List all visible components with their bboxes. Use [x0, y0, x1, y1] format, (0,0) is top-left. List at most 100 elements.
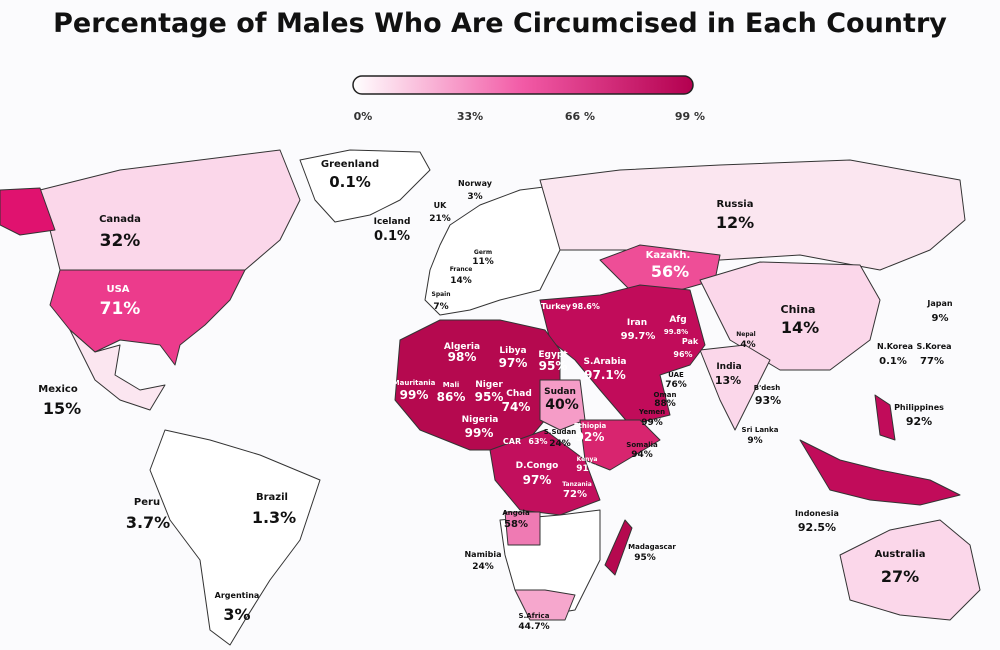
region-value: 88%	[654, 399, 676, 409]
region-value: 93%	[755, 394, 781, 407]
region-value: 3%	[223, 605, 250, 624]
region-value: 94%	[631, 450, 653, 460]
region-value: 0.1%	[879, 356, 907, 367]
greenland	[299, 149, 431, 223]
region-name: Afg	[669, 315, 686, 325]
region-value: 7%	[433, 302, 448, 312]
region-value: 9%	[747, 436, 762, 446]
region-name: Philippines	[894, 403, 944, 412]
region-name: N.Korea	[877, 342, 913, 351]
legend-tick-label: 0%	[354, 110, 373, 123]
region-value: 58%	[504, 519, 528, 530]
region-value: 56%	[651, 262, 689, 281]
region-name: Indonesia	[795, 509, 839, 518]
region-value: 98%	[448, 350, 477, 364]
region-name: D.Congo	[516, 461, 559, 471]
region-value: 15%	[43, 399, 81, 418]
region-name: Nepal	[736, 331, 756, 338]
region-value: 9%	[932, 313, 949, 324]
region-value: 99%	[641, 418, 663, 428]
region-value: 3.7%	[126, 513, 170, 532]
region-name: Egypt	[538, 350, 568, 360]
region-name: Iceland	[374, 217, 411, 227]
region-value: 97%	[499, 356, 528, 370]
region-value: 99%	[465, 426, 494, 440]
region-name: Japan	[926, 299, 953, 308]
madagascar	[604, 519, 633, 576]
philippines	[874, 394, 896, 441]
region-value: 63%	[528, 437, 547, 446]
region-name: Peru	[134, 497, 160, 508]
region-value: 95%	[475, 390, 504, 404]
region-value: 24%	[549, 439, 571, 449]
region-value: 95%	[634, 553, 656, 563]
region-value: 44.7%	[518, 622, 549, 632]
region-name: Yemen	[638, 408, 665, 416]
region-value: 92%	[906, 415, 932, 428]
region-name: S.Africa	[519, 612, 550, 620]
region-name: Somalia	[626, 441, 658, 449]
region-value: 27%	[881, 567, 919, 586]
region-value: 14%	[450, 276, 472, 286]
region-name: S.Sudan	[544, 428, 576, 436]
region-name: Pak	[682, 337, 699, 346]
region-name: Mexico	[38, 384, 78, 395]
region-value: 21%	[429, 214, 451, 224]
region-name: Angola	[502, 509, 530, 517]
region-value: 97.1%	[584, 368, 626, 382]
region-value: 4%	[740, 340, 755, 350]
region-name: Norway	[458, 179, 493, 188]
region-name: Libya	[499, 346, 526, 356]
region-name: Turkey	[541, 302, 572, 311]
sudan	[539, 379, 586, 431]
region-value: 99.8%	[664, 328, 688, 336]
region-name: Ethiopia	[574, 422, 607, 430]
region-name: Mali	[443, 381, 460, 389]
region-name: UK	[434, 201, 447, 210]
region-value: 74%	[502, 400, 531, 414]
region-value: 0.1%	[329, 173, 371, 191]
region-name: Iran	[627, 318, 647, 328]
region-value: 97%	[523, 473, 552, 487]
region-name: Tanzania	[562, 481, 592, 488]
region-name: Germ	[474, 249, 492, 256]
region-name: Argentina	[215, 591, 260, 600]
region-name: Mauritania	[393, 379, 436, 387]
region-name: Brazil	[256, 492, 288, 503]
region-value: 3%	[467, 192, 482, 202]
region-value: 95%	[539, 359, 568, 373]
region-name: Greenland	[321, 159, 379, 170]
labels: Greenland 0.1% Canada 32% USA 71% Mexico 15% Per…	[38, 159, 953, 632]
region-value: 11%	[472, 257, 494, 267]
region-value: 86%	[437, 390, 466, 404]
region-name: B'desh	[754, 384, 780, 392]
region-value: 0.1%	[374, 229, 410, 244]
south-africa	[514, 589, 576, 621]
region-name: Russia	[717, 199, 754, 210]
region-name: Kenya	[577, 456, 598, 463]
region-value: 99.7%	[621, 331, 656, 342]
central-africa	[489, 429, 601, 516]
legend-tick-label: 33%	[457, 110, 483, 123]
region-value: 92.5%	[798, 521, 836, 534]
region-value: 96%	[673, 350, 692, 359]
canada	[39, 149, 301, 271]
indonesia	[799, 439, 961, 506]
horn	[579, 419, 661, 471]
alaska	[0, 187, 56, 236]
region-value: 24%	[472, 562, 494, 572]
region-name: S.Arabia	[584, 357, 627, 367]
angola	[504, 511, 541, 546]
region-value: 92%	[576, 430, 605, 444]
region-name: Algeria	[444, 342, 480, 352]
india	[699, 344, 771, 431]
usa	[49, 269, 246, 366]
region-value: 72%	[563, 489, 587, 500]
region-name: India	[716, 362, 741, 372]
region-value: 13%	[715, 374, 741, 387]
region-value: 40%	[545, 397, 579, 413]
australia	[839, 519, 981, 621]
legend-tick-label: 66 %	[565, 110, 595, 123]
region-name: S.Korea	[916, 342, 951, 351]
